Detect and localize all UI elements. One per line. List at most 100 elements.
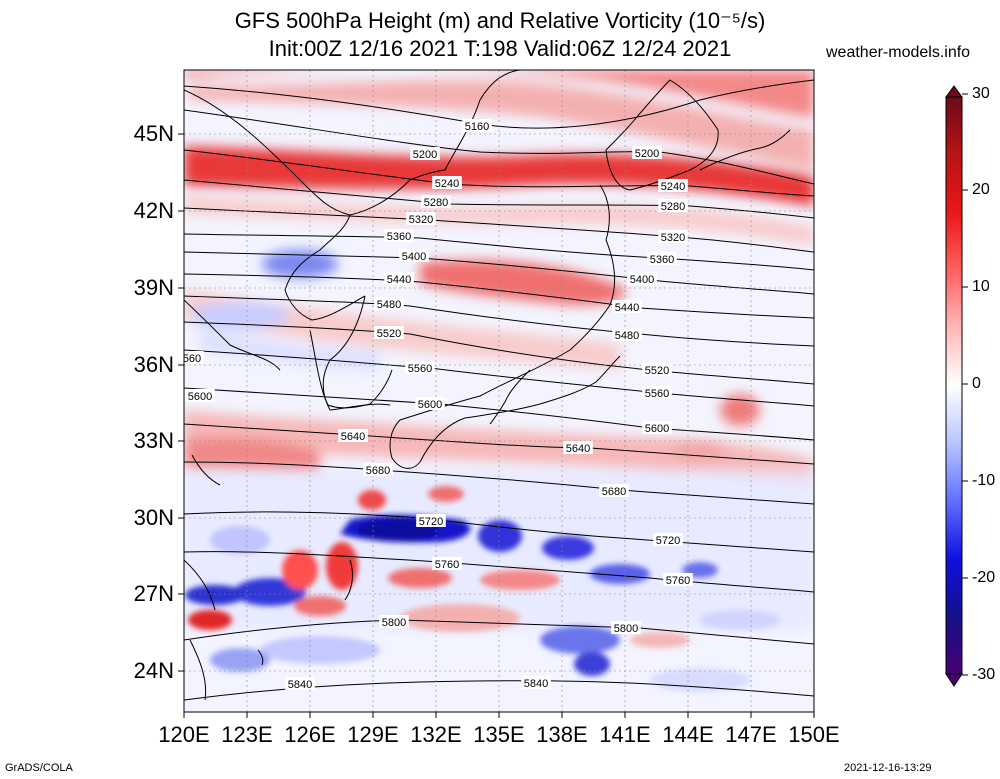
svg-text:5800: 5800 bbox=[382, 617, 406, 629]
svg-text:5640: 5640 bbox=[566, 443, 590, 455]
lon-tick-135e: 135E bbox=[473, 722, 525, 747]
svg-text:5360: 5360 bbox=[650, 254, 674, 266]
contour-label: 5240 bbox=[658, 179, 688, 193]
lat-tick-39n: 39N bbox=[133, 275, 174, 300]
lon-tick-150e: 150E bbox=[788, 722, 840, 747]
svg-text:5640: 5640 bbox=[341, 431, 365, 443]
svg-text:5520: 5520 bbox=[377, 328, 401, 340]
contour-label: 5760 bbox=[432, 557, 462, 571]
svg-text:5600: 5600 bbox=[645, 423, 669, 435]
svg-text:5760: 5760 bbox=[435, 559, 459, 571]
lon-tick-138e: 138E bbox=[536, 722, 588, 747]
lat-tick-42n: 42N bbox=[133, 198, 174, 223]
svg-text:5440: 5440 bbox=[387, 274, 411, 286]
svg-text:5600: 5600 bbox=[418, 399, 442, 411]
contour-label: 5760 bbox=[663, 573, 693, 587]
lon-tick-123e: 123E bbox=[221, 722, 273, 747]
contour-label: 5520 bbox=[642, 363, 672, 377]
contour-label: 5440 bbox=[612, 300, 642, 314]
svg-text:5560: 5560 bbox=[408, 363, 432, 375]
colorbar-label-0: 0 bbox=[972, 375, 981, 392]
coastlines bbox=[184, 70, 791, 701]
lat-tick-36n: 36N bbox=[133, 352, 174, 377]
contour-label: 5680 bbox=[599, 484, 629, 498]
contour-label: 5480 bbox=[374, 297, 404, 311]
contour-label: 5360 bbox=[647, 252, 677, 266]
lat-tick-27n: 27N bbox=[133, 581, 174, 606]
contour-label: 5640 bbox=[563, 441, 593, 455]
lat-tick-30n: 30N bbox=[133, 505, 174, 530]
svg-text:5400: 5400 bbox=[402, 251, 426, 263]
lon-tick-147e: 147E bbox=[725, 722, 777, 747]
contour-label: 5280 bbox=[658, 199, 688, 213]
vorticity-field: 5160 5200 5200 5240 5240 5280 5280 5320 5320 5360… bbox=[183, 70, 814, 712]
svg-text:5520: 5520 bbox=[645, 365, 669, 377]
contour-label: 5400 bbox=[399, 249, 429, 263]
svg-text:5400: 5400 bbox=[630, 274, 654, 286]
svg-text:5200: 5200 bbox=[413, 149, 437, 161]
contour-label: 5320 bbox=[406, 212, 436, 226]
svg-text:5800: 5800 bbox=[614, 623, 638, 635]
contour-label: 5640 bbox=[338, 429, 368, 443]
svg-text:5240: 5240 bbox=[435, 178, 459, 190]
svg-text:5440: 5440 bbox=[615, 302, 639, 314]
contour-label: 5600 bbox=[415, 397, 445, 411]
svg-text:5760: 5760 bbox=[666, 575, 690, 587]
colorbar-label-minus10: -10 bbox=[972, 472, 996, 489]
contour-label: 5720 bbox=[416, 514, 446, 528]
lon-tick-129e: 129E bbox=[347, 722, 399, 747]
lat-tick-33n: 33N bbox=[133, 428, 174, 453]
contour-label: 5720 bbox=[653, 533, 683, 547]
site-credit: weather-models.info bbox=[826, 44, 971, 61]
svg-text:5720: 5720 bbox=[419, 516, 443, 528]
lat-tick-24n: 24N bbox=[133, 658, 174, 683]
lon-tick-141e: 141E bbox=[599, 722, 651, 747]
contour-label: 5520 bbox=[374, 326, 404, 340]
svg-text:5720: 5720 bbox=[656, 535, 680, 547]
contour-label: 5440 bbox=[384, 272, 414, 286]
lon-tick-120e: 120E bbox=[158, 722, 210, 747]
contour-label: 5840 bbox=[521, 676, 551, 690]
colorbar-label-minus20: -20 bbox=[972, 569, 996, 586]
graticule bbox=[184, 70, 814, 712]
map-subtitle: Init:00Z 12/16 2021 T:198 Valid:06Z 12/2… bbox=[268, 36, 732, 61]
colorbar-label-20: 20 bbox=[972, 181, 990, 198]
contour-label: 5400 bbox=[627, 272, 657, 286]
svg-text:5560: 5560 bbox=[645, 388, 669, 400]
lon-tick-144e: 144E bbox=[662, 722, 714, 747]
lon-tick-126e: 126E bbox=[284, 722, 336, 747]
svg-text:5320: 5320 bbox=[409, 214, 433, 226]
svg-text:5320: 5320 bbox=[661, 232, 685, 244]
contour-label: 5360 bbox=[384, 229, 414, 243]
contour-label: 5200 bbox=[632, 146, 662, 160]
contour-label: 5800 bbox=[611, 621, 641, 635]
generated-timestamp: 2021-12-16-13:29 bbox=[844, 762, 932, 774]
svg-text:5240: 5240 bbox=[661, 181, 685, 193]
contour-label: 5480 bbox=[612, 328, 642, 342]
colorbar-label-10: 10 bbox=[972, 278, 990, 295]
contour-label: 5160 bbox=[462, 119, 492, 133]
contour-label: 5600 bbox=[185, 389, 215, 403]
contour-label: 5280 bbox=[421, 195, 451, 209]
contour-label: 5840 bbox=[285, 677, 315, 691]
contour-label: 5800 bbox=[379, 615, 409, 629]
contour-labels: 5160 5200 5200 5240 5240 5280 5280 5320 5320 5360… bbox=[183, 119, 693, 691]
svg-text:5680: 5680 bbox=[366, 465, 390, 477]
svg-text:5280: 5280 bbox=[661, 201, 685, 213]
colorbar-label-minus30: -30 bbox=[972, 666, 996, 683]
colorbar bbox=[945, 85, 968, 687]
svg-text:5480: 5480 bbox=[615, 330, 639, 342]
svg-text:5680: 5680 bbox=[602, 486, 626, 498]
contour-label: 5680 bbox=[363, 463, 393, 477]
contour-label: 5560 bbox=[642, 386, 672, 400]
svg-text:5360: 5360 bbox=[387, 231, 411, 243]
contour-label: 5560 bbox=[405, 361, 435, 375]
svg-text:5600: 5600 bbox=[188, 391, 212, 403]
svg-text:560: 560 bbox=[183, 353, 201, 365]
contour-label: 5200 bbox=[410, 147, 440, 161]
height-contours bbox=[184, 79, 814, 701]
contour-label: 5320 bbox=[658, 230, 688, 244]
svg-text:5280: 5280 bbox=[424, 197, 448, 209]
svg-text:5160: 5160 bbox=[465, 121, 489, 133]
svg-text:5200: 5200 bbox=[635, 148, 659, 160]
